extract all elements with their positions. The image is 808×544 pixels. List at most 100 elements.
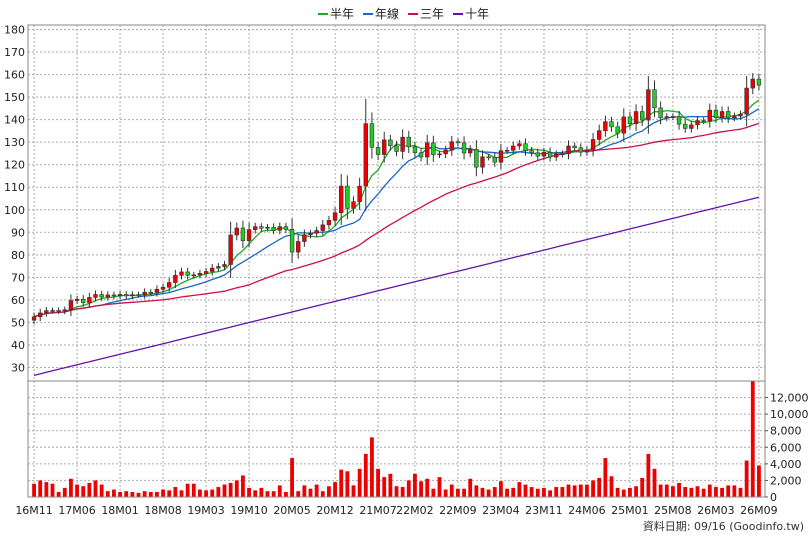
time-tick-label: 19M03 [187, 504, 225, 517]
volume-bar [204, 490, 208, 497]
volume-bar [671, 486, 675, 497]
volume-bar [443, 489, 448, 497]
volume-bar [241, 475, 245, 497]
volume-bar [62, 487, 67, 497]
volume-bar [302, 485, 307, 497]
candle-body [296, 241, 301, 253]
plot-frame [27, 24, 766, 498]
volume-bar [425, 478, 430, 497]
candle-body [93, 294, 98, 298]
volume-bar [259, 487, 264, 497]
price-tick-label: 80 [11, 249, 25, 262]
price-tick-label: 180 [4, 24, 25, 37]
volume-bar [406, 480, 411, 497]
price-tick-label: 120 [4, 159, 25, 172]
candle-body [756, 78, 762, 86]
volume-bar [419, 481, 423, 497]
candle-body [425, 142, 430, 158]
candle-body [173, 275, 178, 283]
candle-body [480, 156, 485, 168]
volume-bar [677, 482, 681, 497]
price-tick-label: 30 [11, 361, 25, 374]
volume-bar [308, 488, 313, 497]
price-tick-label: 100 [4, 204, 25, 217]
volume-bar [161, 489, 165, 497]
volume-bar [437, 477, 442, 497]
volume-bar [621, 489, 626, 497]
candle-body [646, 89, 651, 121]
price-tick-label: 50 [11, 316, 25, 329]
price-tick-label: 160 [4, 69, 25, 82]
volume-tick-label: 10,000 [770, 408, 808, 421]
volume-bar [345, 471, 350, 497]
candle-body [105, 294, 110, 298]
candle-body [351, 201, 356, 209]
volume-bar [695, 486, 700, 497]
volume-tick-label: 0 [770, 491, 777, 504]
volume-bar [247, 487, 251, 497]
candle-body [369, 123, 375, 148]
volume-bar [228, 482, 233, 497]
time-tick-label: 25M08 [654, 504, 692, 517]
candle-body [382, 139, 387, 155]
volume-bar [234, 480, 239, 497]
candle-body [652, 89, 657, 109]
volume-bar [413, 473, 417, 497]
time-tick-label: 20M05 [273, 504, 311, 517]
candle-body [136, 294, 141, 297]
volume-bar [142, 491, 147, 497]
candle-body [627, 116, 633, 124]
volume-bar [155, 492, 159, 497]
candle-body [511, 145, 516, 151]
volume-bar [480, 487, 485, 497]
legend: 半年 年線 三年 十年 [318, 6, 489, 21]
volume-bar [628, 487, 632, 497]
volume-bar [591, 480, 595, 497]
candle-body [265, 227, 270, 229]
candle-body [167, 282, 172, 288]
volume-bar [222, 484, 227, 497]
volume-bar [535, 488, 540, 497]
candle-body [609, 121, 614, 128]
volume-bar [720, 487, 724, 497]
volume-bar [394, 486, 399, 497]
candle-body [603, 121, 608, 131]
candlestick-series [31, 72, 762, 325]
volume-bar [400, 487, 405, 497]
volume-bar [284, 492, 288, 497]
price-tick-label: 60 [11, 294, 25, 307]
volume-bar [529, 487, 534, 497]
volume-bar [265, 491, 270, 497]
candle-body [658, 107, 663, 119]
volume-bar [542, 487, 546, 497]
candle-body [584, 149, 590, 153]
volume-bar [271, 491, 276, 497]
volume-bar [744, 460, 749, 497]
candle-body [590, 139, 596, 151]
candle-body [148, 291, 153, 294]
candle-body [406, 136, 411, 148]
candle-body [572, 145, 577, 149]
candle-body [676, 116, 682, 125]
candle-body [726, 111, 731, 119]
candle-body [554, 154, 559, 158]
volume-bar [87, 482, 92, 497]
candle-body [443, 149, 448, 155]
volume-bar [81, 486, 86, 497]
candle-body [412, 146, 418, 154]
candle-body [124, 294, 129, 297]
candle-body [615, 126, 620, 134]
volume-bar [99, 484, 104, 497]
candle-body [455, 141, 461, 144]
candle-body [732, 115, 737, 119]
volume-bar [701, 488, 706, 497]
volume-bar [646, 453, 651, 497]
candle-body [332, 212, 338, 221]
time-tick-label: 22M02 [396, 504, 434, 517]
candle-body [246, 229, 252, 241]
candle-body [701, 120, 706, 122]
volume-bar [548, 490, 552, 497]
volume-bar [572, 485, 577, 497]
